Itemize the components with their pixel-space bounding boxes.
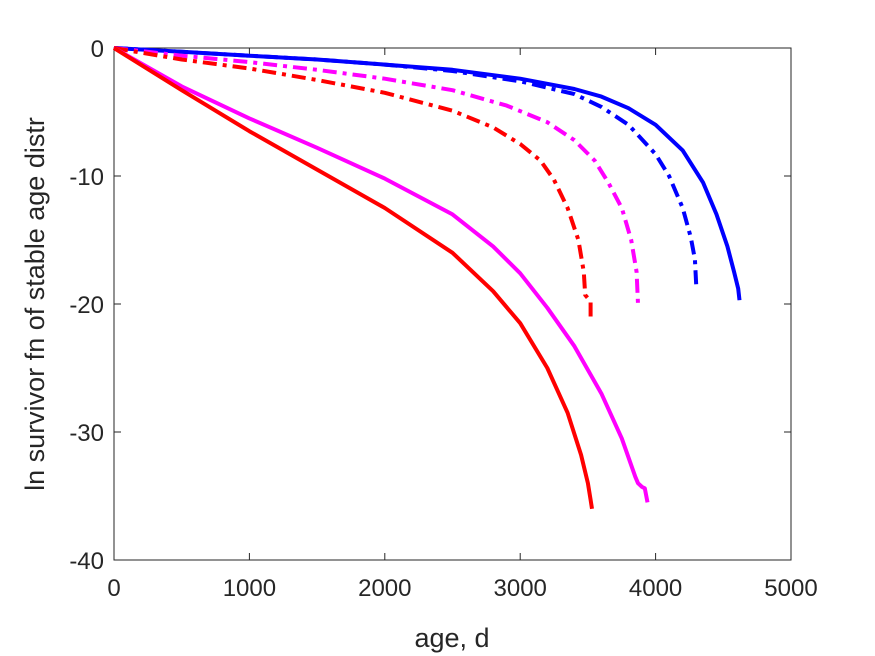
series-line-5	[113, 46, 650, 503]
x-tick-label: 5000	[764, 575, 817, 602]
x-tick-label: 4000	[629, 575, 682, 602]
x-axis-title: age, d	[414, 623, 489, 653]
series-line-4	[113, 46, 593, 317]
y-tick-label: -10	[69, 164, 104, 191]
series-line-2	[113, 46, 699, 285]
series-lines	[112, 46, 742, 510]
plot-area	[113, 47, 792, 561]
x-tick-label: 1000	[223, 575, 276, 602]
y-tick-label: -30	[69, 420, 104, 447]
y-tick-label: -20	[69, 292, 104, 319]
series-line-3	[113, 46, 640, 305]
x-tick-label: 0	[107, 575, 120, 602]
y-tick-label: -40	[69, 548, 104, 575]
series-line-6	[112, 46, 594, 510]
x-tick-label: 2000	[358, 575, 411, 602]
y-tick-label: 0	[91, 36, 104, 63]
y-axis-title: ln survivor fn of stable age distr	[20, 117, 50, 491]
axis-tick-labels: 0 1000 2000 3000 4000 5000 0 -10 -20 -30 -40	[69, 36, 817, 602]
x-tick-label: 3000	[494, 575, 547, 602]
